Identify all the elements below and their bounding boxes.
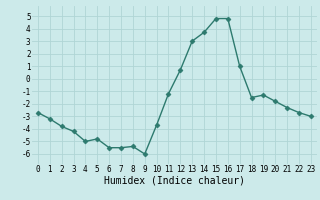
X-axis label: Humidex (Indice chaleur): Humidex (Indice chaleur) <box>104 176 245 186</box>
